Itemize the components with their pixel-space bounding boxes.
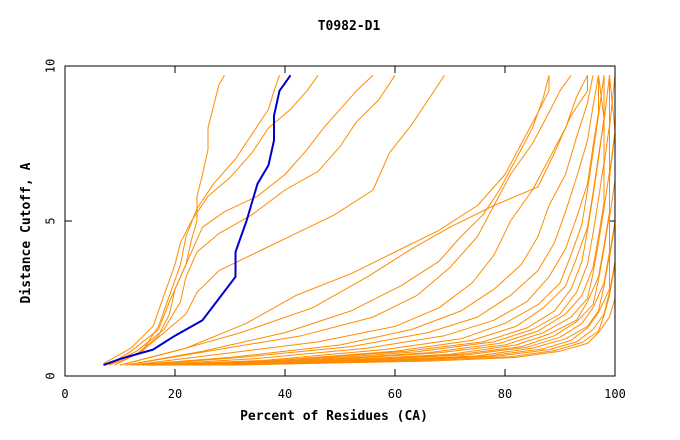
chart-title: T0982-D1 <box>318 19 381 34</box>
series-line <box>114 75 280 366</box>
series-line <box>229 75 616 366</box>
series-line <box>147 75 605 366</box>
x-tick-label: 60 <box>388 387 402 401</box>
series-line <box>152 75 610 366</box>
series-line <box>152 75 610 366</box>
axis-ticks: 0 20 40 60 80 100 0 5 10 <box>44 59 626 401</box>
series-line <box>174 75 616 366</box>
series-line <box>141 75 605 366</box>
y-axis-title: Distance Cutoff, A <box>19 162 34 303</box>
x-tick-label: 80 <box>498 387 512 401</box>
y-tick-label: 10 <box>44 59 58 73</box>
series-line <box>125 75 572 366</box>
series-line <box>108 74 374 366</box>
series-line <box>218 75 616 366</box>
series-line <box>119 75 550 366</box>
series-line <box>169 75 616 366</box>
x-axis-title: Percent of Residues (CA) <box>240 409 428 424</box>
x-tick-label: 0 <box>61 387 68 401</box>
series-lines <box>103 74 616 367</box>
x-tick-label: 20 <box>168 387 182 401</box>
series-line <box>108 75 225 366</box>
y-tick-label: 0 <box>44 372 58 379</box>
series-line <box>136 75 599 366</box>
series-line <box>130 75 588 366</box>
highlighted-series-line <box>103 74 292 367</box>
series-line <box>114 75 445 366</box>
series-line <box>103 75 319 365</box>
series-line <box>125 75 550 366</box>
x-tick-label: 40 <box>278 387 292 401</box>
y-tick-label: 5 <box>44 217 58 224</box>
series-line <box>119 75 588 366</box>
x-tick-label: 100 <box>604 387 626 401</box>
series-line <box>141 75 599 366</box>
plot-frame <box>64 65 616 377</box>
series-line <box>108 75 396 366</box>
series-line <box>130 75 594 366</box>
